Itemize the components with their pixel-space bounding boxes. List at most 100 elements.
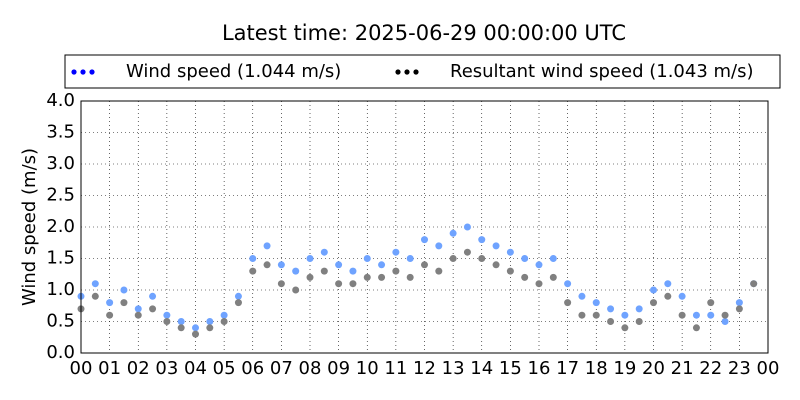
legend-marker: [71, 69, 77, 75]
y-tick-label: 3.5: [46, 122, 75, 143]
data-point: [735, 305, 743, 313]
data-point: [435, 242, 443, 250]
y-tick-label: 1.0: [46, 279, 75, 300]
data-point: [750, 280, 758, 288]
data-point: [378, 261, 386, 269]
data-point: [635, 318, 643, 325]
data-point: [192, 330, 199, 338]
data-point: [91, 292, 99, 300]
x-tick-label: 14: [470, 358, 493, 379]
data-point: [463, 248, 471, 256]
data-point: [678, 292, 686, 300]
x-tick-label: 21: [671, 358, 694, 379]
data-point: [349, 280, 357, 288]
legend-marker: [395, 69, 401, 75]
x-tick-label: 07: [270, 358, 293, 379]
legend-marker: [413, 69, 419, 75]
x-tick-label: 19: [613, 358, 636, 379]
x-tick-label: 03: [155, 358, 178, 379]
x-tick-label: 01: [98, 358, 121, 379]
legend-label: Resultant wind speed (1.043 m/s): [450, 61, 754, 82]
data-point: [306, 273, 314, 281]
data-point: [621, 324, 629, 332]
data-point: [206, 324, 214, 332]
y-tick-label: 3.0: [46, 153, 75, 174]
data-point: [535, 261, 543, 269]
data-point: [277, 261, 285, 269]
x-tick-label: 00: [757, 358, 780, 379]
legend-marker: [404, 69, 410, 75]
x-tick-label: 23: [728, 358, 751, 379]
data-point: [650, 286, 657, 294]
data-point: [120, 286, 128, 294]
data-point: [735, 299, 743, 307]
data-point: [335, 261, 343, 269]
data-point: [234, 292, 242, 300]
data-point: [549, 255, 557, 262]
data-point: [306, 255, 314, 262]
data-point: [177, 318, 185, 325]
data-point: [707, 311, 715, 319]
data-point: [564, 280, 572, 288]
x-tick-label: 16: [528, 358, 551, 379]
x-tick-label: 04: [184, 358, 207, 379]
data-point: [650, 299, 657, 307]
plot-frame: [80, 100, 769, 354]
data-point: [378, 273, 386, 281]
data-point: [363, 273, 371, 281]
data-point: [492, 242, 500, 250]
y-tick-label: 0.5: [46, 311, 75, 332]
x-tick-label: 05: [213, 358, 236, 379]
data-point: [106, 299, 114, 307]
data-point: [449, 255, 457, 262]
legend-marker: [80, 69, 86, 75]
data-point: [621, 311, 629, 319]
data-point: [349, 267, 357, 275]
y-tick-label: 1.5: [46, 248, 75, 269]
data-point: [249, 267, 257, 275]
y-tick-label: 0.0: [46, 342, 75, 363]
data-point: [678, 311, 686, 319]
data-point: [478, 236, 486, 244]
x-tick-label: 06: [241, 358, 264, 379]
data-point: [277, 280, 285, 288]
data-point: [521, 273, 529, 281]
data-point: [263, 261, 271, 269]
y-axis-label: Wind speed (m/s): [19, 148, 40, 306]
data-point: [149, 292, 157, 300]
data-point: [320, 267, 328, 275]
data-point: [335, 280, 343, 288]
data-point: [607, 305, 615, 313]
data-point: [578, 311, 586, 319]
data-point: [721, 318, 729, 325]
data-point: [521, 255, 529, 262]
data-point: [721, 311, 729, 319]
data-point: [392, 267, 400, 275]
data-point: [692, 311, 700, 319]
data-point: [292, 267, 300, 275]
data-point: [249, 255, 257, 262]
data-point: [234, 299, 242, 307]
data-point: [292, 286, 300, 294]
x-tick-label: 10: [356, 358, 379, 379]
data-point: [506, 248, 514, 256]
data-point: [421, 261, 428, 269]
y-tick-label: 2.5: [46, 185, 75, 206]
data-point: [392, 248, 400, 256]
data-point: [664, 292, 672, 300]
data-point: [106, 311, 114, 319]
data-point: [592, 299, 600, 307]
x-tick-label: 00: [70, 358, 93, 379]
legend-label: Wind speed (1.044 m/s): [126, 61, 341, 82]
x-tick-label: 09: [327, 358, 350, 379]
data-point: [134, 305, 142, 313]
data-point: [220, 318, 228, 325]
data-point: [463, 223, 471, 231]
data-point: [707, 299, 715, 307]
data-point: [406, 273, 414, 281]
data-point: [320, 248, 328, 256]
x-tick-label: 12: [413, 358, 436, 379]
data-point: [91, 280, 99, 288]
data-point: [177, 324, 185, 332]
